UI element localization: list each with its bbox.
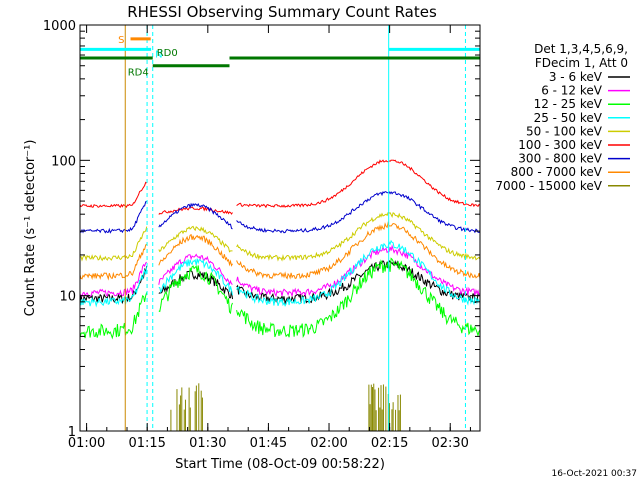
flag-label-rd0: RD0 bbox=[157, 48, 178, 59]
legend-label-5: 100 - 300 keV bbox=[518, 138, 602, 152]
x-axis-label: Start Time (08-Oct-09 00:58:22) bbox=[175, 457, 385, 472]
x-tick-label-6: 02:30 bbox=[431, 436, 468, 451]
y-tick-label-0: 1 bbox=[68, 425, 76, 440]
series-line-1 bbox=[79, 244, 481, 298]
y-axis-label: Count Rate (s⁻¹ detector⁻¹) bbox=[23, 140, 38, 317]
x-tick-label-3: 01:45 bbox=[250, 436, 287, 451]
y-tick-label-1: 10 bbox=[59, 290, 76, 305]
series-line-3 bbox=[79, 239, 481, 308]
legend-label-0: 3 - 6 keV bbox=[549, 70, 603, 84]
legend-header-line-2: FDecim 1, Att 0 bbox=[535, 56, 628, 70]
series-line-5 bbox=[79, 159, 481, 215]
series-line-0 bbox=[79, 259, 481, 306]
x-tick-label-4: 02:00 bbox=[310, 436, 347, 451]
series-line-2 bbox=[79, 257, 481, 340]
x-tick-label-2: 01:30 bbox=[189, 436, 226, 451]
series-line-6 bbox=[79, 191, 481, 234]
legend-label-4: 50 - 100 keV bbox=[526, 124, 603, 138]
legend: Det 1,3,4,5,6,9, FDecim 1, Att 0 3 - 6 k… bbox=[495, 42, 630, 193]
legend-label-3: 25 - 50 keV bbox=[534, 111, 603, 125]
footer-date: 16-Oct-2021 00:37 bbox=[552, 469, 637, 479]
legend-label-6: 300 - 800 keV bbox=[518, 152, 602, 166]
legend-label-8: 7000 - 15000 keV bbox=[495, 179, 602, 193]
legend-label-1: 6 - 12 keV bbox=[541, 84, 603, 98]
flag-label-n: N bbox=[155, 49, 162, 60]
legend-label-2: 12 - 25 keV bbox=[534, 97, 603, 111]
flag-label-s: S bbox=[118, 35, 124, 46]
flag-label-rd4: RD4 bbox=[128, 68, 149, 79]
legend-label-7: 800 - 7000 keV bbox=[511, 165, 603, 179]
series-line-7 bbox=[79, 220, 481, 281]
plot-frame bbox=[79, 24, 481, 432]
chart-title: RHESSI Observing Summary Count Rates bbox=[127, 3, 437, 21]
x-tick-label-0: 01:00 bbox=[68, 436, 105, 451]
x-tick-label-1: 01:15 bbox=[128, 436, 165, 451]
x-tick-label-5: 02:15 bbox=[371, 436, 408, 451]
series-line-4 bbox=[79, 211, 481, 262]
y-tick-label-2: 100 bbox=[51, 154, 76, 169]
y-tick-label-3: 1000 bbox=[43, 19, 76, 34]
legend-header-line-1: Det 1,3,4,5,6,9, bbox=[534, 42, 628, 56]
